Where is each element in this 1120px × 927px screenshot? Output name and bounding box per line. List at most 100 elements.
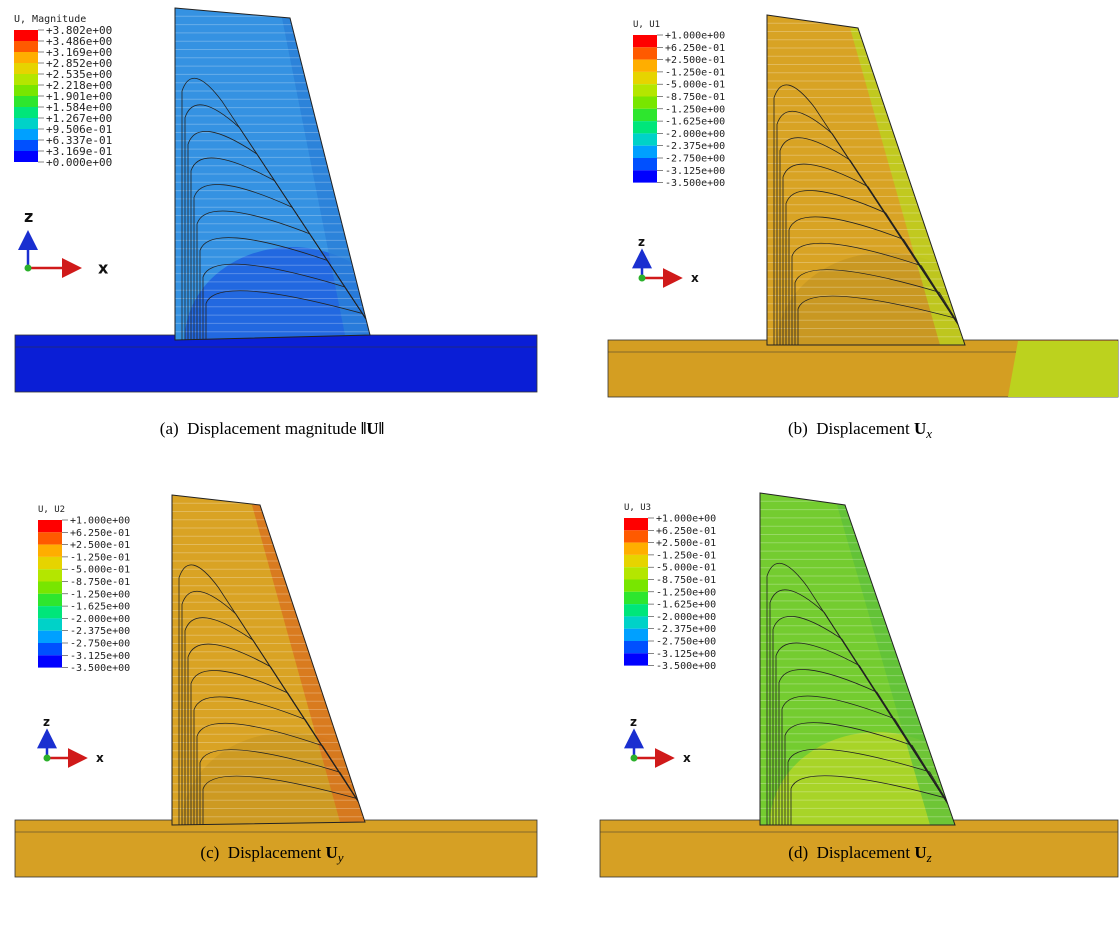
legend-label: +3.169e-01 [46, 145, 112, 158]
dam-outline [174, 7, 371, 341]
caption-text: Displacement [228, 843, 322, 862]
panel: U, Magnitude+3.802e+00+3.486e+00+3.169e+… [14, 7, 538, 438]
legend-swatch [38, 569, 62, 582]
contour [782, 163, 965, 345]
caption-symbol: U [326, 843, 338, 862]
caption-text: Displacement [817, 843, 911, 862]
caption-subscript: y [336, 850, 344, 865]
legend-label: +1.000e+00 [665, 31, 725, 42]
base-slab [14, 334, 538, 393]
legend-swatch [38, 581, 62, 594]
legend-swatch [624, 628, 648, 641]
legend-label: -1.250e+00 [70, 589, 130, 600]
legend-label: -2.750e+00 [656, 637, 716, 648]
contour [791, 242, 965, 345]
legend-label: -3.125e+00 [665, 166, 725, 177]
caption: (d) Displacement Uz [788, 843, 931, 865]
legend-label: -2.000e+00 [665, 129, 725, 140]
base-slab [14, 819, 538, 878]
legend-swatch [633, 71, 657, 85]
legend-swatch [624, 641, 648, 654]
contour [187, 643, 365, 825]
legend-label: +1.267e+00 [46, 112, 112, 125]
legend-label: +6.250e-01 [656, 526, 716, 537]
caption-subscript: z [926, 850, 932, 865]
legend-label: -2.375e+00 [656, 624, 716, 635]
contour [184, 104, 370, 340]
contour [775, 642, 955, 825]
dam-outline [759, 492, 956, 826]
legend-swatch [633, 47, 657, 60]
legend-label: -8.750e-01 [70, 577, 130, 588]
dam-side [850, 28, 965, 345]
legend-swatch [624, 579, 648, 592]
contour [790, 775, 955, 825]
legend-swatch [14, 107, 38, 118]
legend-swatch [38, 630, 62, 643]
legend-swatch [14, 85, 38, 96]
contour [187, 131, 370, 340]
caption-label: (b) [788, 419, 808, 438]
legend-swatch [14, 129, 38, 140]
legend-label: +3.802e+00 [46, 24, 112, 37]
panel: U, U2+1.000e+00+6.250e-01+2.500e-01-1.25… [14, 494, 538, 878]
legend-label: +0.000e+00 [46, 156, 112, 169]
x-label: x [691, 271, 699, 285]
legend-title: U, Magnitude [14, 14, 86, 25]
legend-swatch [38, 532, 62, 545]
caption-label: (a) [160, 419, 179, 438]
contour [776, 110, 965, 345]
contour [181, 77, 370, 340]
legend-swatch [633, 145, 657, 158]
legend-label: -5.000e-01 [70, 565, 130, 576]
legend-label: +2.500e-01 [656, 538, 716, 549]
legend-label: -1.250e-01 [665, 67, 725, 78]
contour [181, 590, 365, 825]
z-label: z [24, 207, 33, 226]
legend-swatch [624, 518, 648, 531]
caption: (b) Displacement Ux [788, 419, 932, 441]
dam [767, 15, 965, 345]
legend-label: -1.625e+00 [665, 117, 725, 128]
legend-swatch [38, 520, 62, 533]
z-label: z [638, 235, 645, 249]
legend-swatch [624, 530, 648, 543]
contour [202, 263, 370, 340]
dam [172, 495, 365, 825]
legend-swatch [14, 30, 38, 41]
legend-swatch [624, 604, 648, 617]
legend-label: +1.000e+00 [70, 516, 130, 527]
legend-swatch [38, 655, 62, 668]
legend-label: +2.500e-01 [665, 55, 725, 66]
caption: (a) Displacement magnitude ‖U‖ [160, 419, 384, 438]
panel: U, U1+1.000e+00+6.250e-01+2.500e-01-1.25… [607, 14, 1119, 441]
legend-title: U, U2 [38, 505, 65, 515]
contour [193, 696, 365, 825]
contour [778, 669, 955, 825]
legend-label: +1.000e+00 [656, 514, 716, 525]
legend-label: -8.750e-01 [656, 575, 716, 586]
contour [178, 564, 365, 825]
legend-swatch [624, 567, 648, 580]
legend-swatch [38, 556, 62, 570]
legend-label: +6.250e-01 [665, 43, 725, 54]
legend-label: -1.250e+00 [656, 587, 716, 598]
contour [772, 616, 955, 825]
legend-label: -2.750e+00 [70, 639, 130, 650]
dam-side [252, 505, 365, 822]
y-dot [24, 264, 32, 272]
legend-label: -2.750e+00 [665, 154, 725, 165]
legend-label: +2.852e+00 [46, 57, 112, 70]
contour [785, 190, 965, 345]
legend-label: -3.125e+00 [70, 651, 130, 662]
legend-swatch [14, 96, 38, 107]
contour [190, 670, 365, 825]
legend-label: -1.250e-01 [656, 550, 716, 561]
legend-label: +2.500e-01 [70, 540, 130, 551]
caption-text: Displacement magnitude [187, 419, 356, 438]
legend-swatch [14, 118, 38, 129]
legend-label: -2.375e+00 [70, 626, 130, 637]
legend-swatch [14, 74, 38, 85]
legend-swatch [633, 35, 657, 48]
